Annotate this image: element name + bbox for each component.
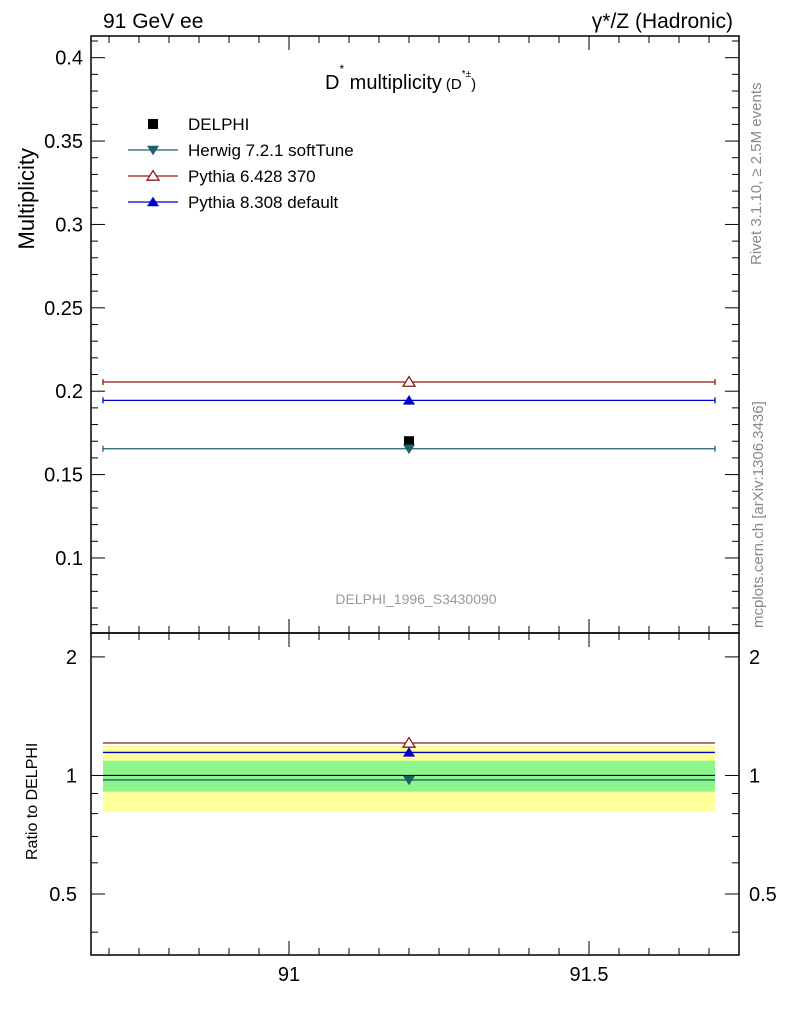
title-paren-open: (D	[446, 76, 462, 93]
rivet-version-label: Rivet 3.1.10, ≥ 2.5M events	[748, 83, 765, 266]
header-left-label: 91 GeV ee	[103, 10, 203, 33]
series-point-0	[404, 436, 414, 447]
title-paren-close: )	[471, 76, 476, 93]
main-y-tick-label: 0.1	[55, 548, 83, 570]
main-y-tick-label: 0.2	[55, 381, 83, 403]
ratio-y-tick-label-right: 1	[749, 765, 760, 787]
legend-marker-0	[148, 119, 158, 129]
title-paren-sup: *±	[462, 69, 472, 80]
main-y-tick-label: 0.35	[44, 131, 83, 153]
main-y-tick-label: 0.15	[44, 465, 83, 487]
ratio-y-tick-label: 1	[66, 765, 77, 787]
ratio-x-ticks: 91 91.5	[108, 633, 740, 986]
ratio-y-tick-label: 0.5	[49, 884, 77, 906]
ratio-y-tick-label: 2	[66, 647, 77, 669]
main-y-ticks: 0.1 0.15 0.2 0.25 0.3 0.35 0.4	[44, 40, 739, 626]
title-sup: *	[339, 62, 344, 76]
ratio-series-point-0	[403, 775, 415, 786]
main-y-axis-label: Multiplicity	[14, 148, 39, 249]
legend-marker-2	[145, 169, 161, 181]
ratio-data-marks	[103, 736, 715, 786]
ratio-panel: 0.5 0.5 1 1 2 2 91 91.5 Ratio to DELPHI	[24, 632, 777, 986]
series-point-1	[403, 444, 415, 455]
legend-marker-3	[147, 196, 159, 207]
ratio-y-ticks: 0.5 0.5 1 1 2 2	[49, 647, 777, 933]
header-right-label: γ*/Z (Hadronic)	[592, 10, 733, 33]
ratio-panel-frame	[90, 632, 740, 956]
legend-label-1: Herwig 7.2.1 softTune	[188, 141, 354, 160]
legend-label-0: DELPHI	[188, 115, 249, 134]
title-rest: multiplicity	[344, 72, 442, 94]
x-tick-label: 91.5	[570, 964, 609, 986]
main-x-ticks	[108, 36, 740, 633]
legend-label-3: Pythia 8.308 default	[188, 193, 339, 212]
legend-label-2: Pythia 6.428 370	[188, 167, 316, 186]
analysis-id-label: DELPHI_1996_S3430090	[335, 591, 496, 607]
ratio-y-tick-label-right: 2	[749, 647, 760, 669]
main-panel: 0.10.150.20.250.30.350.4 Multiplicity D*…	[14, 35, 740, 634]
title-main: D	[325, 72, 339, 94]
x-tick-label: 91	[278, 964, 300, 986]
main-data-marks	[102, 375, 716, 455]
main-y-tick-label: 0.3	[55, 214, 83, 236]
mcplots-label: mcplots.cern.ch [arXiv:1306.3436]	[750, 401, 767, 628]
ratio-series-point-2	[403, 747, 415, 757]
chart-title: D* multiplicity (D*±)	[325, 62, 476, 94]
series-point-3	[403, 394, 415, 405]
legend-marker-1	[147, 145, 159, 156]
ratio-y-axis-label: Ratio to DELPHI	[24, 743, 41, 860]
series-point-2	[401, 375, 417, 387]
legend: DELPHI Herwig 7.2.1 softTune Pythia 6.428 …	[128, 115, 354, 212]
main-y-tick-label: 0.25	[44, 298, 83, 320]
ratio-y-tick-label-right: 0.5	[749, 884, 777, 906]
main-y-tick-label: 0.4	[55, 48, 83, 70]
